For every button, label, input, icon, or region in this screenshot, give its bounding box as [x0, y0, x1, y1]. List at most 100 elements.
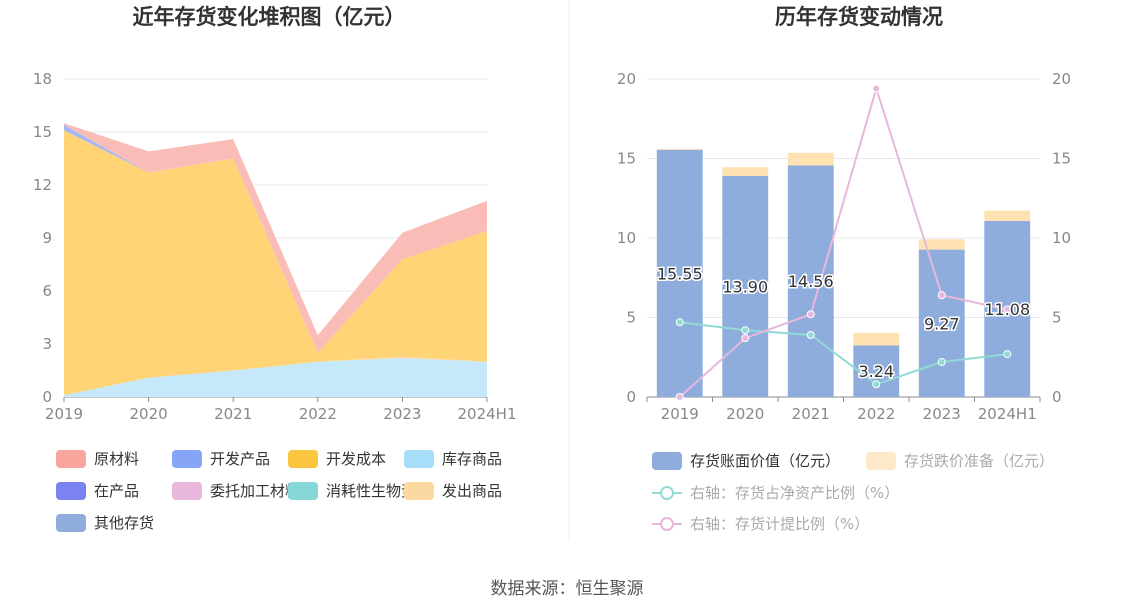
- x-tick-label: 2019: [661, 405, 699, 423]
- legend-item[interactable]: 库存商品: [404, 448, 502, 469]
- y-tick-label: 6: [42, 282, 52, 300]
- legend-item[interactable]: 开发产品: [172, 448, 270, 469]
- legend-swatch: [172, 481, 202, 500]
- y2-tick-label: 20: [1052, 70, 1071, 88]
- x-tick-label: 2021: [214, 405, 252, 423]
- legend-swatch: [56, 449, 86, 468]
- legend-label: 发出商品: [442, 482, 503, 500]
- line-point: [806, 310, 815, 319]
- legend-label: 在产品: [94, 482, 140, 500]
- bar-impairment: [984, 210, 1031, 221]
- area-原材料: [64, 123, 487, 353]
- y-tick-label: 3: [42, 335, 52, 353]
- legend-label: 开发产品: [210, 450, 271, 468]
- legend-item[interactable]: 原材料: [56, 448, 139, 469]
- x-tick-label: 2024H1: [978, 405, 1037, 423]
- legend-swatch: [404, 481, 434, 500]
- bar-book-value: [656, 149, 703, 397]
- bar-book-value: [722, 175, 769, 397]
- legend-item[interactable]: 开发成本: [288, 448, 386, 469]
- legend-swatch: [652, 451, 682, 470]
- bar-line-chart: 0 5 10 15 20 0 5 10 15 20 2019 2020 2021 2022 2023 2024…: [617, 70, 1071, 423]
- line-point: [1003, 350, 1012, 359]
- y2-tick-label: 15: [1052, 150, 1071, 168]
- y2-tick-label: 10: [1052, 229, 1071, 247]
- legend-item[interactable]: 存货跌价准备（亿元）: [866, 450, 1054, 471]
- line-point: [741, 326, 750, 335]
- legend-swatch: [288, 449, 318, 468]
- y-tick-label: 10: [617, 229, 636, 247]
- area-库存商品: [64, 358, 487, 397]
- y-tick-label: 0: [626, 388, 636, 406]
- legend-item[interactable]: 右轴：存货占净资产比例（%）: [652, 482, 899, 503]
- legend-item[interactable]: 存货账面价值（亿元）: [652, 450, 840, 471]
- legend-label: 右轴：存货占净资产比例（%）: [690, 484, 900, 502]
- legend-swatch: [172, 449, 202, 468]
- legend-label: 原材料: [94, 450, 140, 468]
- legend-swatch: [652, 515, 682, 533]
- x-tick-label: 2020: [130, 405, 168, 423]
- bar-book-value: [918, 249, 965, 397]
- area-开发成本: [64, 130, 487, 396]
- x-tick-label: 2021: [792, 405, 830, 423]
- line-point: [872, 380, 881, 389]
- stacked-area-chart: 0 3 6 9 12 15 18 2019 2020 2021 2022 2023 2024H1: [33, 70, 517, 423]
- legend-label: 存货账面价值（亿元）: [690, 452, 841, 470]
- line-series-0: [679, 321, 1008, 386]
- line-point: [675, 318, 684, 327]
- bar-value-label: 15.55: [657, 264, 703, 283]
- line-series-1: [679, 85, 1008, 398]
- bar-impairment: [918, 239, 965, 250]
- legend-swatch: [56, 481, 86, 500]
- line-point: [675, 393, 684, 401]
- x-tick-label: 2020: [726, 405, 764, 423]
- y-tick-label: 12: [33, 176, 52, 194]
- legend-item[interactable]: 其他存货: [56, 512, 154, 533]
- legend-swatch: [56, 513, 86, 532]
- legend-label: 委托加工材料: [210, 482, 301, 500]
- y-tick-label: 5: [626, 309, 636, 327]
- y-tick-label: 15: [617, 150, 636, 168]
- line-point: [1003, 305, 1012, 314]
- bar-impairment: [656, 148, 703, 150]
- x-tick-label: 2019: [45, 405, 83, 423]
- legend-label: 存货跌价准备（亿元）: [904, 452, 1055, 470]
- y-tick-label: 0: [42, 388, 52, 406]
- legend-label: 开发成本: [326, 450, 387, 468]
- y-tick-label: 18: [33, 70, 52, 88]
- legend-item[interactable]: 右轴：存货计提比例（%）: [652, 513, 869, 534]
- legend-item[interactable]: 委托加工材料: [172, 480, 300, 501]
- left-chart-title: 近年存货变化堆积图（亿元）: [133, 5, 406, 29]
- legend-item[interactable]: 发出商品: [404, 480, 502, 501]
- y-tick-label: 15: [33, 123, 52, 141]
- line-point: [806, 330, 815, 339]
- bar-impairment: [722, 167, 769, 176]
- bar-value-label: 14.56: [788, 272, 834, 291]
- legend-swatch: [288, 481, 318, 500]
- x-tick-label: 2023: [383, 405, 421, 423]
- right-chart-title: 历年存货变动情况: [775, 5, 943, 29]
- legend-swatch: [652, 484, 682, 502]
- bar-value-label: 3.24: [858, 362, 894, 381]
- bar-book-value: [787, 165, 834, 397]
- x-tick-label: 2022: [857, 405, 895, 423]
- legend-label: 库存商品: [442, 450, 503, 468]
- bar-value-label: 11.08: [984, 300, 1030, 319]
- legend-item[interactable]: 在产品: [56, 480, 139, 501]
- bar-value-label: 13.90: [722, 277, 768, 296]
- line-point: [872, 84, 881, 93]
- y-tick-label: 9: [42, 229, 52, 247]
- line-point: [937, 358, 946, 367]
- x-tick-label: 2023: [923, 405, 961, 423]
- bar-impairment: [853, 332, 900, 346]
- legend-swatch: [404, 449, 434, 468]
- bar-impairment: [787, 152, 834, 166]
- x-tick-label: 2024H1: [458, 405, 517, 423]
- y2-tick-label: 0: [1052, 388, 1062, 406]
- line-point: [937, 291, 946, 300]
- line-point: [741, 334, 750, 343]
- bar-value-label: 9.27: [924, 314, 960, 333]
- y-tick-label: 20: [617, 70, 636, 88]
- x-tick-label: 2022: [299, 405, 337, 423]
